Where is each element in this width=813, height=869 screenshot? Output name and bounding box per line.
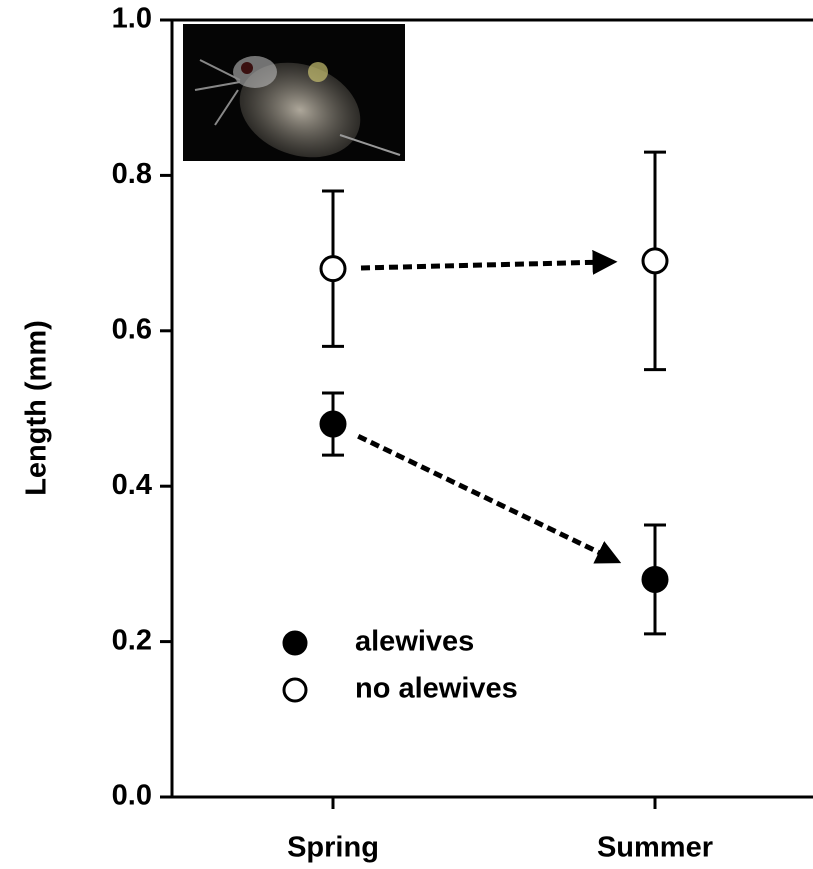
trend-arrow <box>357 433 622 564</box>
y-tick-label: 0.6 <box>112 313 152 345</box>
legend-label: alewives <box>355 626 474 658</box>
data-point <box>319 255 347 283</box>
inset-photo <box>183 24 405 161</box>
y-tick-label: 1.0 <box>112 3 152 35</box>
x-tick-label: Spring <box>287 832 379 864</box>
y-tick-label: 0.0 <box>112 780 152 812</box>
y-tick-label: 0.2 <box>112 624 152 656</box>
x-tick-label: Summer <box>597 832 713 864</box>
data-point <box>641 565 669 593</box>
y-tick-label: 0.4 <box>112 469 152 501</box>
data-point <box>319 410 347 438</box>
legend-marker <box>282 677 308 703</box>
legend-label: no alewives <box>355 673 518 705</box>
y-tick-label: 0.8 <box>112 158 152 190</box>
trend-arrow <box>360 249 618 275</box>
y-axis-label: Length (mm) <box>21 320 53 496</box>
legend-marker <box>282 630 308 656</box>
data-point <box>641 247 669 275</box>
